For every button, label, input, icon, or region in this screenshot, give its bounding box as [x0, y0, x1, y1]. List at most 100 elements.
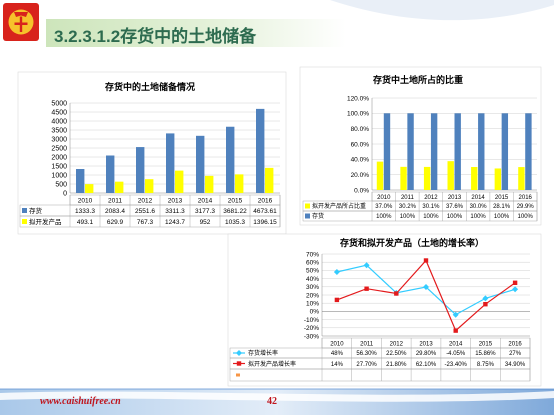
chart2-table-year: 2016	[519, 195, 533, 201]
chart2-frame	[299, 66, 542, 226]
chart2-table-value: 100%	[494, 214, 510, 220]
chart3-ytick-label: -20%	[304, 325, 319, 332]
chart1-series1-bar-2015	[226, 126, 235, 193]
chart2-title: 存货中土地所占的比重	[373, 74, 463, 85]
chart3-series1-point-2011	[363, 262, 370, 269]
chart1-ytick-label: 3000	[51, 136, 67, 143]
chart3-ytick-label: -10%	[304, 317, 319, 324]
chart2-series1-bar-2013	[447, 161, 454, 190]
chart2-series1-bar-2014	[471, 167, 478, 190]
chart3-ytick-label: -30%	[304, 333, 319, 340]
chart1-table-year: 2013	[168, 198, 183, 205]
chart1-legend-label-series1: 存货	[29, 206, 43, 215]
chart2-series1-bar-2015	[494, 168, 502, 190]
chart1-series1-bar-2012	[136, 147, 145, 193]
chart1-table-value: 3311.3	[165, 208, 185, 215]
chart1-ytick-label: 3500	[51, 127, 67, 134]
chart3-table-year: 2015	[479, 342, 493, 348]
chart3-legend-label-series2: 拟开发产品增长率	[248, 360, 296, 368]
chart3-table-value: 48%	[331, 351, 344, 357]
chart1-series1-bar-2010	[76, 169, 85, 193]
chart1-group: 存货中的土地储备情况500045004000350030002500200015…	[17, 71, 287, 235]
chart1-series2-bar-2014	[205, 175, 214, 193]
chart2-ytick-label: 60.0%	[351, 141, 370, 148]
chart2-ytick-label: 40.0%	[351, 157, 370, 164]
chart1-table-value: 952	[200, 219, 211, 226]
chart1-series2-bar-2015	[235, 174, 244, 193]
chart3-table-value: 56.30%	[356, 351, 377, 357]
chart1-series1-bar-2011	[106, 155, 115, 193]
chart2-series2-bar-2010	[383, 113, 391, 190]
chart2-table-value: 100%	[423, 214, 439, 220]
chart1-table-value: 1396.15	[253, 219, 277, 226]
chart2-legend-label-series1: 拟开发产品所占比重	[312, 202, 366, 210]
chart2-table-year: 2014	[471, 195, 485, 201]
chart2-table-value: 30.0%	[470, 204, 488, 210]
chart3-ytick-label: 60%	[306, 260, 319, 267]
chart2-table-value: 37.0%	[375, 204, 393, 210]
chart1-series2-bar-2012	[145, 179, 154, 193]
chart3-table-value: 14%	[331, 362, 344, 368]
chart2-ytick-label: 20.0%	[351, 172, 370, 179]
chart1-series2-bar-2011	[115, 181, 124, 193]
page-number: 42	[267, 396, 277, 407]
chart3-ytick-label: 30%	[306, 284, 319, 291]
footer-url: www.caishuifree.cn	[40, 396, 121, 407]
chart2-group: 存货中土地所占的比重 120.0% 100.0% 80.0% 60.0% 40.0% 20.…	[299, 66, 542, 226]
chart1-table-year: 2012	[138, 198, 153, 205]
chart1-ytick-label: 2500	[51, 145, 67, 152]
title-banner	[46, 19, 346, 47]
chart3-series2-point-2010	[334, 297, 340, 303]
chart2-legend-label-series2: 存货	[312, 212, 324, 220]
chart1-ytick-label: 2000	[51, 154, 67, 161]
chart1-table-value: 1035.3	[225, 219, 245, 226]
chart2-table-value: 100%	[376, 214, 392, 220]
chart1-series1-bar-2014	[196, 135, 205, 193]
chart2-ytick-label: 80.0%	[351, 126, 370, 133]
chart3-series2-point-2015	[483, 302, 488, 307]
top-swoosh	[330, 0, 554, 21]
chart2-ytick-label: 0.0%	[354, 187, 369, 194]
chart1-series2-bar-2010	[85, 184, 94, 193]
chart1-table-year: 2015	[228, 198, 243, 205]
chart3-ytick-label: 20%	[306, 292, 319, 299]
chart3-table-value: 27.70%	[356, 362, 377, 368]
chart2-table-year: 2015	[495, 195, 509, 201]
chart3-table-empty-row-marker	[236, 373, 240, 377]
chart2-table-row	[302, 210, 538, 222]
chart3-table-year: 2016	[508, 342, 522, 348]
chart1-table-value: 3177.3	[195, 208, 215, 215]
chart2-table-value: 100%	[447, 214, 463, 220]
chart2-ytick-label: 120.0%	[347, 95, 369, 102]
chart1-legend-label-series2: 拟开发产品	[29, 217, 62, 226]
chart2-table-year: 2010	[377, 195, 391, 201]
chart1-ytick-label: 4500	[51, 110, 67, 117]
chart1-table-value: 767.3	[137, 219, 154, 226]
chart1-ytick-label: 4000	[51, 119, 67, 126]
chart2-table-value: 100%	[470, 214, 486, 220]
chart2-series2-bar-2013	[454, 113, 461, 190]
chart1-table-value: 2083.4	[105, 208, 125, 215]
chart2-series1-bar-2012	[423, 166, 431, 190]
chart2-series1-bar-2011	[400, 166, 407, 190]
chart1-table-value: 3681.22	[223, 208, 247, 215]
chart3-table-value: 34.90%	[505, 362, 526, 368]
chart3-series1-point-2010	[333, 269, 340, 275]
chart2-table-value: 29.9%	[517, 204, 535, 210]
chart2-table-value: 30.2%	[399, 204, 417, 210]
chart2-series1-bar-2010	[376, 161, 384, 190]
chart3-table-value: 8.75%	[477, 362, 495, 368]
chart3-series1-point-2014	[452, 311, 459, 318]
chart1-table-value: 2551.6	[135, 208, 155, 215]
chart2-table-value: 100%	[518, 214, 534, 220]
chart1-series1-bar-2016	[256, 108, 265, 193]
chart3-series2-point-2011	[364, 286, 369, 291]
chart2-table-value: 30.1%	[422, 204, 440, 210]
chart3-series1-point-2016	[512, 286, 519, 293]
chart2-series2-bar-2012	[430, 113, 438, 190]
chart1-table-value: 4673.61	[253, 208, 277, 215]
chart1-ytick-label: 5000	[51, 101, 67, 108]
chart3-table-value: -23.40%	[445, 362, 468, 368]
